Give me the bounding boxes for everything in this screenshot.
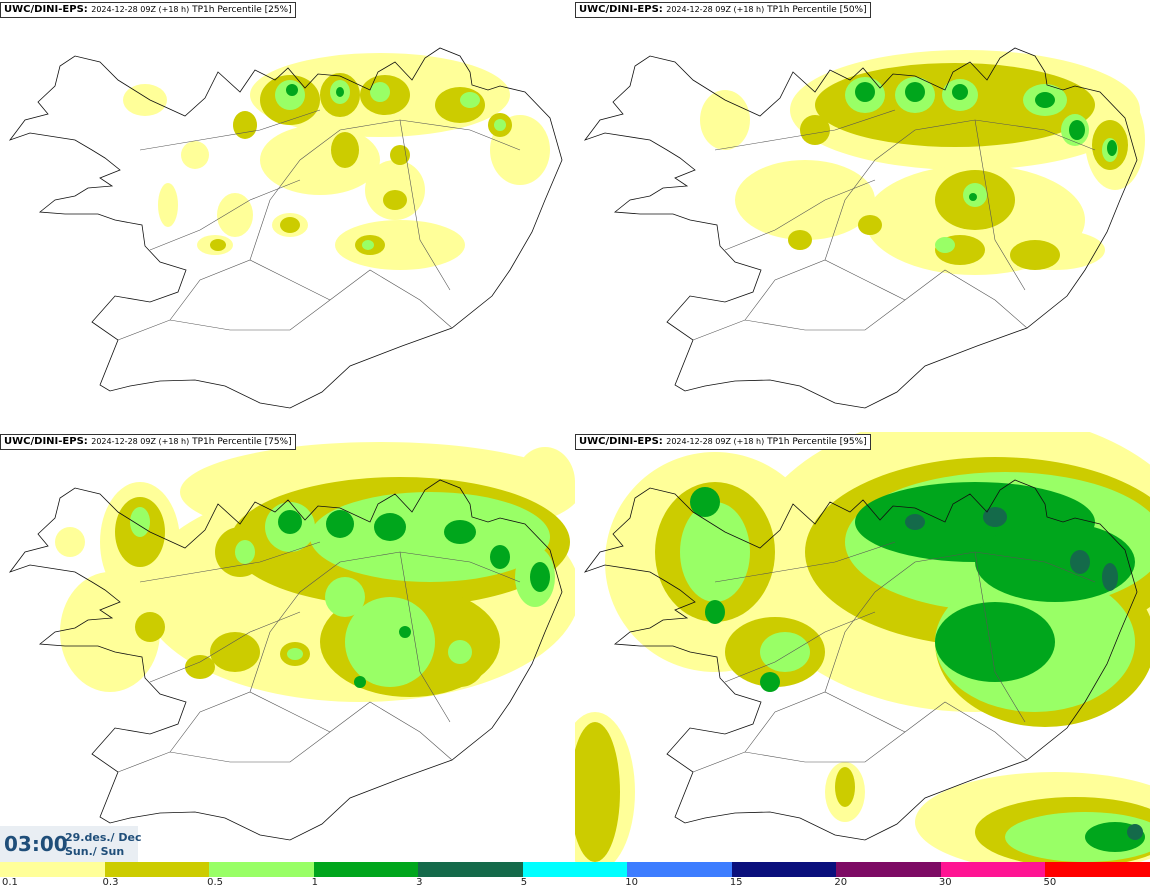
map-panel-p25: UWC/DINI-EPS: 2024-12-28 09Z (+18 h) TP1… <box>0 0 575 430</box>
color-legend-labels: 0.1 0.3 0.5 1 3 5 10 15 20 30 50 <box>0 877 1150 891</box>
legend-swatch <box>104 862 210 877</box>
legend-label: 0.1 <box>2 877 18 888</box>
legend-swatch <box>0 862 105 877</box>
valid-time-box: 03:00 29.des./ Dec Sun./ Sun <box>0 826 142 862</box>
legend-label: 15 <box>729 877 743 888</box>
legend-label: 20 <box>834 877 848 888</box>
valid-date: 29.des./ Dec <box>65 831 142 844</box>
legend-swatch <box>522 862 628 877</box>
precip-map <box>575 432 1150 862</box>
legend-swatch <box>418 862 523 877</box>
legend-label: 3 <box>416 877 423 888</box>
precip-layer-3 <box>905 507 1143 840</box>
legend-label: 10 <box>625 877 638 888</box>
map-panel-p50: UWC/DINI-EPS: 2024-12-28 09Z (+18 h) TP1… <box>575 0 1150 430</box>
legend-swatch <box>940 862 1046 877</box>
valid-time: 03:00 <box>4 832 68 856</box>
precip-map <box>9 47 563 409</box>
road-network <box>117 541 521 773</box>
valid-weekday: Sun./ Sun <box>65 845 125 858</box>
panel-title: UWC/DINI-EPS: 2024-12-28 09Z (+18 h) TP1… <box>0 434 296 450</box>
precip-map <box>9 442 575 841</box>
legend-label: 1 <box>311 877 318 888</box>
map-panel-p75: UWC/DINI-EPS: 2024-12-28 09Z (+18 h) TP1… <box>0 432 575 862</box>
legend-swatch <box>313 862 419 877</box>
road-network <box>692 109 1096 341</box>
precip-layer-1 <box>286 84 344 97</box>
legend-label: 50 <box>1043 877 1057 888</box>
legend-label: 5 <box>520 877 528 888</box>
legend-label: 30 <box>938 877 952 888</box>
legend-swatch <box>731 862 837 877</box>
legend-swatch <box>1045 862 1150 877</box>
precip-layer-1 <box>690 482 1145 852</box>
precip-map <box>584 47 1145 409</box>
panel-title: UWC/DINI-EPS: 2024-12-28 09Z (+18 h) TP1… <box>0 2 296 18</box>
precip-layer-0-5 <box>130 492 555 687</box>
legend-swatch <box>836 862 941 877</box>
panel-title: UWC/DINI-EPS: 2024-12-28 09Z (+18 h) TP1… <box>575 2 871 18</box>
map-panel-p95: UWC/DINI-EPS: 2024-12-28 09Z (+18 h) TP1… <box>575 432 1150 862</box>
precip-layer-1 <box>278 510 550 688</box>
legend-swatch <box>209 862 314 877</box>
panel-title: UWC/DINI-EPS: 2024-12-28 09Z (+18 h) TP1… <box>575 434 871 450</box>
legend-swatch <box>627 862 732 877</box>
legend-label: 0.5 <box>207 877 223 888</box>
precip-layer-1 <box>855 82 1117 201</box>
road-network <box>692 541 1096 773</box>
color-legend <box>0 862 1150 877</box>
legend-label: 0.3 <box>102 877 119 888</box>
road-network <box>117 109 521 341</box>
